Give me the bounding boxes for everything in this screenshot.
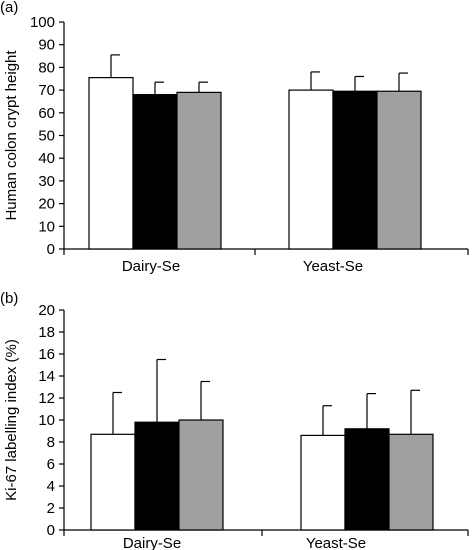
bar (88, 77, 134, 250)
y-tick-label: 14 (38, 368, 55, 385)
y-axis-label: Ki-67 labelling index (%) (3, 339, 20, 501)
category-label: Dairy-Se (122, 258, 180, 275)
bar (132, 94, 178, 250)
y-tick-label: 100 (30, 14, 55, 31)
y-tick-label: 50 (38, 128, 55, 145)
chart-panel-a: (a) Human colon crypt height 0 10 20 30 40 50 60… (0, 0, 469, 275)
y-tick-label: 20 (38, 302, 55, 319)
y-tick-label: 90 (38, 37, 55, 54)
y-tick-label: 18 (38, 324, 55, 341)
panel-label: (b) (0, 290, 18, 307)
y-tick-label: 4 (47, 478, 55, 495)
y-tick-label: 20 (38, 196, 55, 213)
y-tick-label: 12 (38, 390, 55, 407)
y-tick-label: 10 (38, 412, 55, 429)
y-tick-label: 10 (38, 218, 55, 235)
category-label: Yeast-Se (306, 535, 366, 550)
bar (388, 433, 434, 531)
y-tick-label: 0 (47, 522, 55, 539)
y-tick-label: 80 (38, 59, 55, 76)
category-label: Yeast-Se (303, 258, 363, 275)
y-axis-label: Human colon crypt height (3, 50, 20, 221)
y-tick-label: 60 (38, 105, 55, 122)
bar (178, 419, 224, 531)
bar (288, 89, 334, 250)
bar (332, 90, 378, 250)
bar (376, 90, 422, 250)
bar (176, 91, 222, 250)
bar (134, 421, 180, 531)
y-tick-label: 6 (47, 456, 55, 473)
y-tick-label: 16 (38, 346, 55, 363)
bar (344, 428, 390, 531)
y-tick-label: 30 (38, 173, 55, 190)
panel-label: (a) (0, 0, 18, 16)
y-tick-label: 0 (47, 241, 55, 258)
bar (300, 434, 346, 531)
y-tick-label: 8 (47, 434, 55, 451)
category-label: Dairy-Se (123, 535, 181, 550)
y-tick-label: 2 (47, 500, 55, 517)
y-tick-label: 40 (38, 150, 55, 167)
bar (90, 433, 136, 531)
y-tick-label: 70 (38, 82, 55, 99)
chart-panel-b: (b) Ki-67 labelling index (%) 0 2 4 6 8 10 12 14 1… (0, 290, 469, 550)
